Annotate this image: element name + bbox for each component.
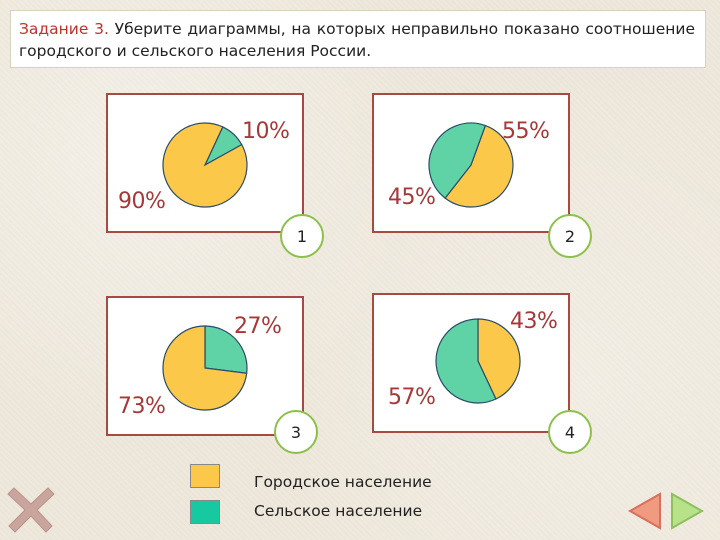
pie-4-label-rural: 57% [388,385,436,410]
chart-card-1[interactable]: 10% 90% [106,93,304,233]
pie-3-slices [162,325,248,411]
pie-4-label-urban: 43% [510,309,558,334]
pie-2-slices [428,122,514,208]
badge-3[interactable]: 3 [274,410,318,454]
pie-3-label-urban: 73% [118,394,166,419]
pie-chart-4 [435,318,521,404]
pie-2-label-urban: 55% [502,119,550,144]
pie-1-slice-urban [162,122,248,208]
arrow-left-icon[interactable] [626,490,664,532]
pie-3-slice-urban [162,325,248,411]
chart-card-3[interactable]: 27% 73% [106,296,304,436]
pie-3-label-rural: 27% [234,314,282,339]
pie-2-label-rural: 45% [388,185,436,210]
legend-label-rural: Сельское население [254,502,423,520]
task-number: Задание 3. [19,20,109,38]
pie-1-label-urban: 90% [118,189,166,214]
pie-chart-1 [162,122,248,208]
pie-4-slices [435,318,521,404]
pie-chart-3 [162,325,248,411]
chart-card-2[interactable]: 55% 45% [372,93,570,233]
chart-card-4[interactable]: 43% 57% [372,293,570,433]
legend-swatch-rural [190,500,220,524]
task-text: Задание 3. Уберите диаграммы, на которых… [10,10,706,68]
pie-2-slice-rural [428,122,487,199]
badge-4[interactable]: 4 [548,410,592,454]
pie-2-slice-urban [444,124,514,208]
badge-2[interactable]: 2 [548,214,592,258]
pie-1-label-rural: 10% [242,119,290,144]
task-instruction: Уберите диаграммы, на которых неправильн… [19,20,695,60]
pie-chart-2 [428,122,514,208]
pie-1-slices [162,122,248,208]
pie-3-slice-rural [204,325,248,374]
legend-label-urban: Городское население [254,473,432,491]
remove-x-icon[interactable] [6,484,56,534]
arrow-right-icon[interactable] [668,490,706,532]
badge-1[interactable]: 1 [280,214,324,258]
pie-4-slice-urban [477,318,521,400]
legend-swatch-urban [190,464,220,488]
pie-4-slice-rural [435,318,497,404]
